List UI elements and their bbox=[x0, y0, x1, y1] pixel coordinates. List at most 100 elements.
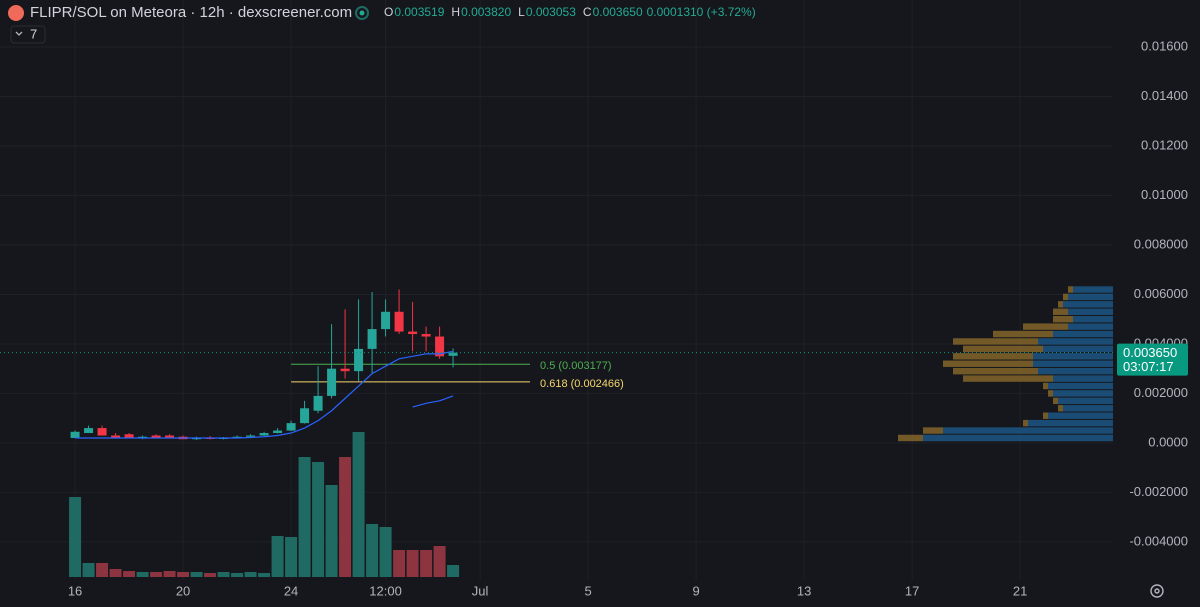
candle-body bbox=[448, 352, 458, 356]
y-tick-label: 0.01600 bbox=[1141, 38, 1188, 53]
candle-body bbox=[421, 334, 431, 337]
volume-bar bbox=[285, 537, 298, 577]
status-dot bbox=[359, 10, 365, 16]
profile-down bbox=[953, 353, 1033, 360]
x-tick-label: 16 bbox=[68, 583, 82, 598]
profile-down bbox=[963, 345, 1043, 353]
profile-up bbox=[1048, 382, 1113, 390]
x-tick-label: 5 bbox=[584, 583, 591, 598]
y-tick-label: 0.01000 bbox=[1141, 187, 1188, 202]
volume-bar bbox=[163, 571, 176, 577]
profile-up bbox=[1043, 345, 1113, 353]
volume-bar bbox=[393, 550, 406, 577]
profile-down bbox=[1053, 315, 1073, 323]
y-tick-label: -0.002000 bbox=[1129, 484, 1188, 499]
profile-up bbox=[1063, 405, 1113, 412]
change: 0.0001310 (+3.72%) bbox=[647, 5, 756, 19]
profile-up bbox=[923, 434, 1113, 442]
profile-down bbox=[943, 360, 1033, 367]
y-tick-label: 0.01400 bbox=[1141, 88, 1188, 103]
volume-bar bbox=[96, 563, 109, 577]
volume-bar bbox=[204, 573, 217, 577]
volume-bar bbox=[217, 572, 230, 577]
volume-bar bbox=[379, 527, 392, 577]
profile-up bbox=[1033, 353, 1113, 360]
profile-up bbox=[943, 427, 1113, 434]
candle-body bbox=[124, 434, 134, 438]
price-tag-value: 0.003650 bbox=[1123, 345, 1177, 360]
indicator-box[interactable] bbox=[10, 25, 46, 44]
candle-body bbox=[70, 431, 80, 438]
candle-body bbox=[111, 435, 121, 438]
y-tick-label: 0.006000 bbox=[1134, 286, 1188, 301]
candle-body bbox=[246, 435, 256, 437]
candle-body bbox=[313, 395, 323, 411]
settings-icon[interactable] bbox=[1150, 584, 1164, 598]
profile-up bbox=[1053, 390, 1113, 397]
ohlc-value: 0.003053 bbox=[526, 5, 576, 19]
profile-down bbox=[1043, 412, 1048, 419]
profile-down bbox=[1043, 382, 1048, 390]
candle-body bbox=[286, 423, 296, 431]
profile-up bbox=[1033, 360, 1113, 367]
chevron[interactable] bbox=[15, 31, 23, 36]
volume-bar bbox=[271, 536, 284, 577]
chart-title: FLIPR/SOL on Meteora · 12h · dexscreener… bbox=[30, 4, 352, 21]
profile-down bbox=[1058, 301, 1063, 308]
profile-down bbox=[1068, 286, 1073, 293]
profile-up bbox=[1028, 419, 1113, 427]
profile-up bbox=[1068, 323, 1113, 330]
profile-up bbox=[1063, 301, 1113, 308]
candle-body bbox=[84, 428, 94, 434]
x-tick-label: 9 bbox=[692, 583, 699, 598]
candle-body bbox=[381, 311, 391, 330]
candle-body bbox=[259, 433, 269, 436]
ohlc-value: 0.003820 bbox=[461, 5, 511, 19]
candle-body bbox=[367, 329, 377, 349]
volume-bar bbox=[258, 573, 271, 577]
ohlc-letter: H bbox=[451, 5, 460, 19]
price-tag-countdown: 03:07:17 bbox=[1123, 359, 1174, 374]
x-tick-label: 17 bbox=[905, 583, 919, 598]
volume-bar bbox=[312, 462, 325, 577]
profile-up bbox=[1068, 308, 1113, 315]
volume-bar bbox=[420, 550, 433, 577]
profile-down bbox=[1063, 293, 1068, 301]
ma-line bbox=[75, 350, 454, 439]
candle-body bbox=[408, 331, 418, 335]
candle-body bbox=[192, 437, 202, 440]
y-tick-label: 0.002000 bbox=[1134, 385, 1188, 400]
ohlc-value: 0.003519 bbox=[394, 5, 444, 19]
y-tick-label: 0.01200 bbox=[1141, 137, 1188, 152]
profile-down bbox=[1023, 323, 1068, 330]
profile-down bbox=[1053, 308, 1068, 315]
volume-bar bbox=[352, 432, 365, 577]
candle-body bbox=[394, 311, 404, 332]
candle-body bbox=[138, 436, 148, 438]
volume-bar bbox=[298, 457, 311, 577]
profile-down bbox=[993, 330, 1053, 338]
volume-bar bbox=[231, 573, 244, 577]
profile-down bbox=[1023, 419, 1028, 427]
candle-body bbox=[435, 336, 445, 357]
profile-down bbox=[953, 367, 1038, 375]
ohlc-letter: O bbox=[384, 5, 393, 19]
candle-body bbox=[354, 348, 364, 372]
candle-body bbox=[273, 430, 283, 434]
x-tick-label: 20 bbox=[176, 583, 190, 598]
profile-up bbox=[1058, 397, 1113, 405]
volume-bar bbox=[69, 497, 82, 577]
indicator-label: 7 bbox=[30, 26, 37, 41]
volume-bar bbox=[190, 572, 203, 577]
x-tick-label: 13 bbox=[797, 583, 811, 598]
profile-up bbox=[1053, 330, 1113, 338]
profile-down bbox=[1058, 405, 1063, 412]
x-tick-label: 21 bbox=[1013, 583, 1027, 598]
profile-up bbox=[1038, 367, 1113, 375]
x-tick-label: 12:00 bbox=[369, 583, 402, 598]
price-tag bbox=[1117, 343, 1188, 376]
profile-down bbox=[963, 375, 1053, 382]
ohlc-letter: C bbox=[583, 5, 592, 19]
